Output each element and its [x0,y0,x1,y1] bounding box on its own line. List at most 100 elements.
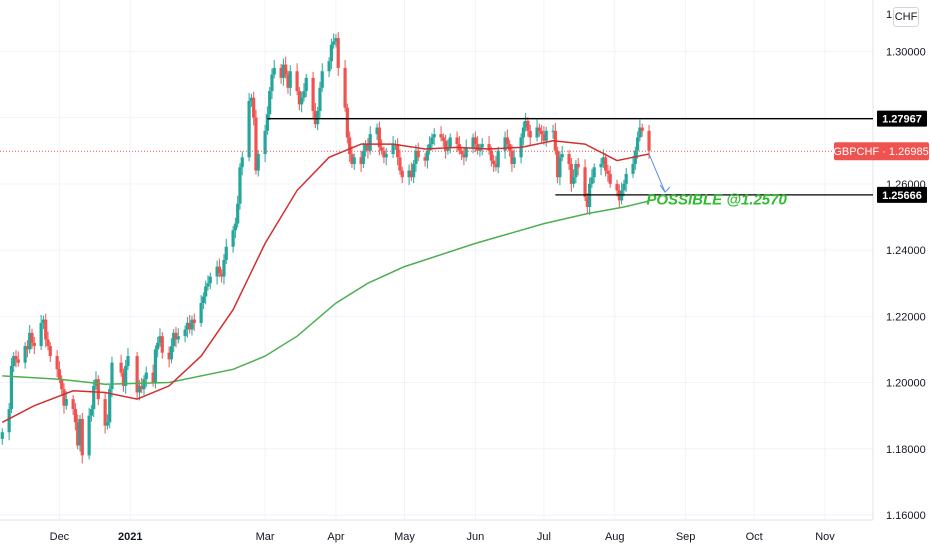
candle-body [233,223,237,231]
price-tick-label: 1.20000 [886,378,926,390]
candle-body [590,177,594,184]
candle-body [39,322,43,347]
candle-body [510,150,514,164]
candle-body [7,409,11,433]
candle-body [615,183,619,191]
candle-body [192,319,196,323]
resistance-tag-label: 1.27967 [882,114,922,126]
candle-body [366,144,370,151]
candle-body [96,379,100,400]
candle-body [281,64,285,78]
candle-body [28,332,32,350]
candle-body [439,134,443,138]
price-tick-label: 1.16000 [886,510,926,522]
candle-body [526,120,530,131]
candle-body [62,389,66,406]
candle-body [137,385,142,393]
candle-body [208,276,212,284]
price-tick-label: 1.30000 [886,46,926,58]
candle-body [480,144,484,148]
currency-button[interactable]: CHF [893,7,919,27]
candle-body [556,150,560,178]
candle-body [574,163,578,178]
candle-body [167,352,171,360]
candle-body [537,127,541,131]
candle-body [396,144,400,158]
candle-body [304,77,308,92]
candle-body [332,41,336,45]
candle-body [288,71,292,88]
candle-body [423,157,427,161]
candle-body [41,319,46,323]
candle-body [160,336,164,353]
candle-body [352,157,356,164]
candle-body [302,91,306,98]
candle-body [215,266,219,277]
candle-body [471,137,475,148]
time-tick-label: May [394,531,415,543]
candle-body [16,359,20,363]
candle-body [416,150,420,158]
candle-body [247,101,251,158]
candle-body [222,260,226,277]
time-tick-label: Aug [605,531,625,543]
candle-body [464,147,468,158]
support-tag-label: 1.25666 [882,190,922,202]
candle-body [300,97,304,105]
time-axis[interactable]: Dec 2021 Mar Apr May Jun Jul Aug Sep Oct Nov [50,531,836,543]
candle-body [400,170,404,178]
candle-body [55,356,59,370]
candle-body [428,144,432,151]
candle-body [270,74,274,92]
candle-body [64,399,68,406]
candle-body [204,286,208,297]
candle-body [25,346,30,350]
candle-body [432,134,436,138]
candle-body [313,110,317,125]
time-tick-label: Nov [815,531,835,543]
candle-body [572,177,576,184]
candle-body [608,173,612,184]
candle-body [444,140,448,151]
candle-body [567,154,571,164]
candle-body [46,339,50,347]
candle-body [126,356,130,366]
candle-body [336,38,340,68]
time-tick-label: Oct [746,531,763,543]
candle-body [249,97,253,102]
price-axis[interactable]: 1.160001.180001.200001.220001.240001.260… [886,9,926,522]
candle-body [76,422,80,446]
candle-body [640,127,644,131]
candle-body [380,147,384,151]
candlestick-series [0,32,651,464]
candle-body [140,385,144,390]
candle-body [348,137,352,155]
candle-body [524,120,528,128]
price-tick-label: 1. [886,9,895,21]
candle-body [311,77,315,111]
candle-body [329,44,333,62]
candle-body [316,110,320,125]
candle-body [156,342,160,350]
candle-body [460,150,464,155]
candle-body [238,167,242,204]
candle-body [601,157,605,164]
time-tick-label: Jul [537,531,551,543]
candle-body [103,399,107,426]
candle-body [364,144,368,151]
candle-body [505,137,509,145]
candle-body [473,137,477,145]
candle-body [540,130,544,135]
candle-body [297,91,301,105]
candle-body [124,365,128,386]
candle-body [284,64,288,75]
last-price-tag-label: GBPCHF · 1.26985 [833,146,928,158]
candle-body [92,385,96,410]
candle-body [343,67,347,108]
candle-body [551,130,555,132]
candle-body [172,332,176,347]
candle-body [318,87,322,111]
projection-arrow[interactable] [648,153,671,193]
candle-body [494,163,498,168]
